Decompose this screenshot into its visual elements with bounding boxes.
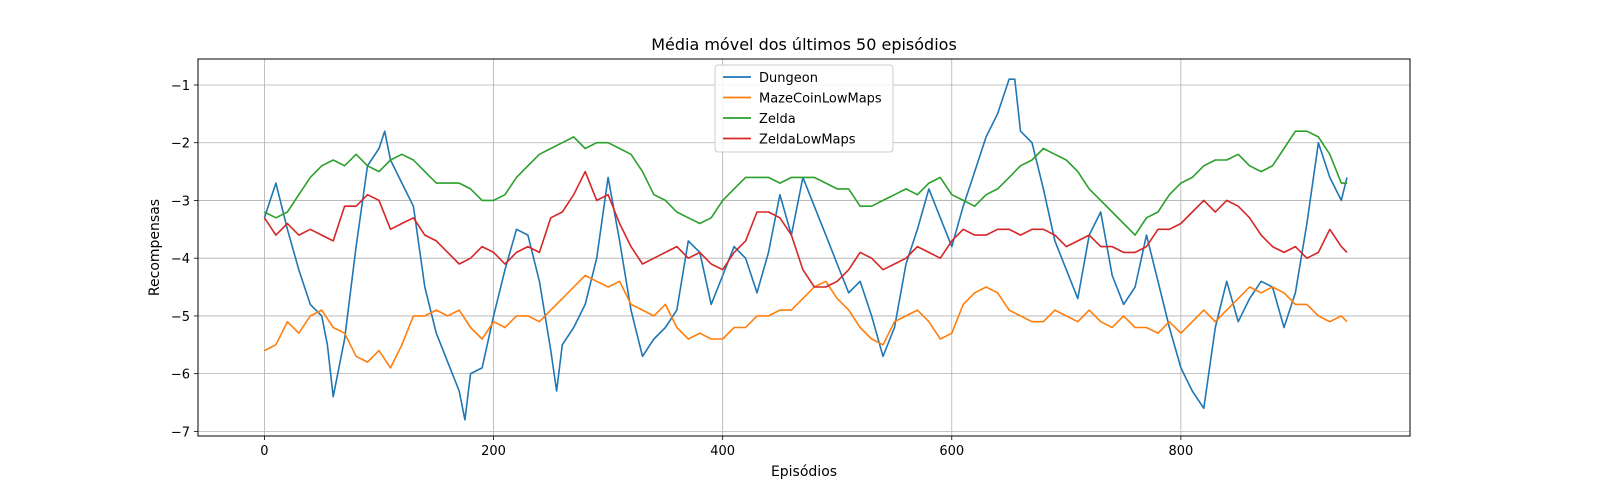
x-tick-label: 0 [260,444,268,459]
y-tick-label: −4 [171,252,190,267]
axis-ticks: 0 200 400 600 800 −7 −6 −5 −4 −3 −2 −1 [171,79,1193,459]
chart-title: Média móvel dos últimos 50 episódios [651,35,957,54]
series-lines [263,78,1348,421]
x-tick-label: 400 [710,444,735,459]
series-line-zelda [264,130,1347,236]
plot-frame [197,58,1411,437]
series-line-zeldalowmaps [263,170,1348,288]
legend-entry-label: ZeldaLowMaps [759,133,856,148]
x-axis-label: Episódios [771,464,837,480]
y-tick-label: −3 [171,194,190,209]
series-line-mazecoinlowmaps [264,274,1348,369]
y-tick-label: −5 [171,310,190,325]
y-tick-label: −2 [171,137,190,152]
legend-entry-label: Dungeon [759,71,818,86]
legend: Dungeon MazeCoinLowMaps Zelda ZeldaLowMaps [714,64,894,153]
legend-entry-label: MazeCoinLowMaps [759,92,882,107]
legend-entry-label: Zelda [759,112,796,127]
y-tick-label: −6 [171,368,190,383]
y-tick-label: −1 [171,79,190,94]
y-axis-label: Recompensas [147,199,163,296]
x-tick-label: 200 [481,444,506,459]
x-tick-label: 800 [1168,444,1193,459]
y-tick-label: −7 [171,425,190,440]
x-tick-label: 600 [939,444,964,459]
legend-box [714,64,894,153]
